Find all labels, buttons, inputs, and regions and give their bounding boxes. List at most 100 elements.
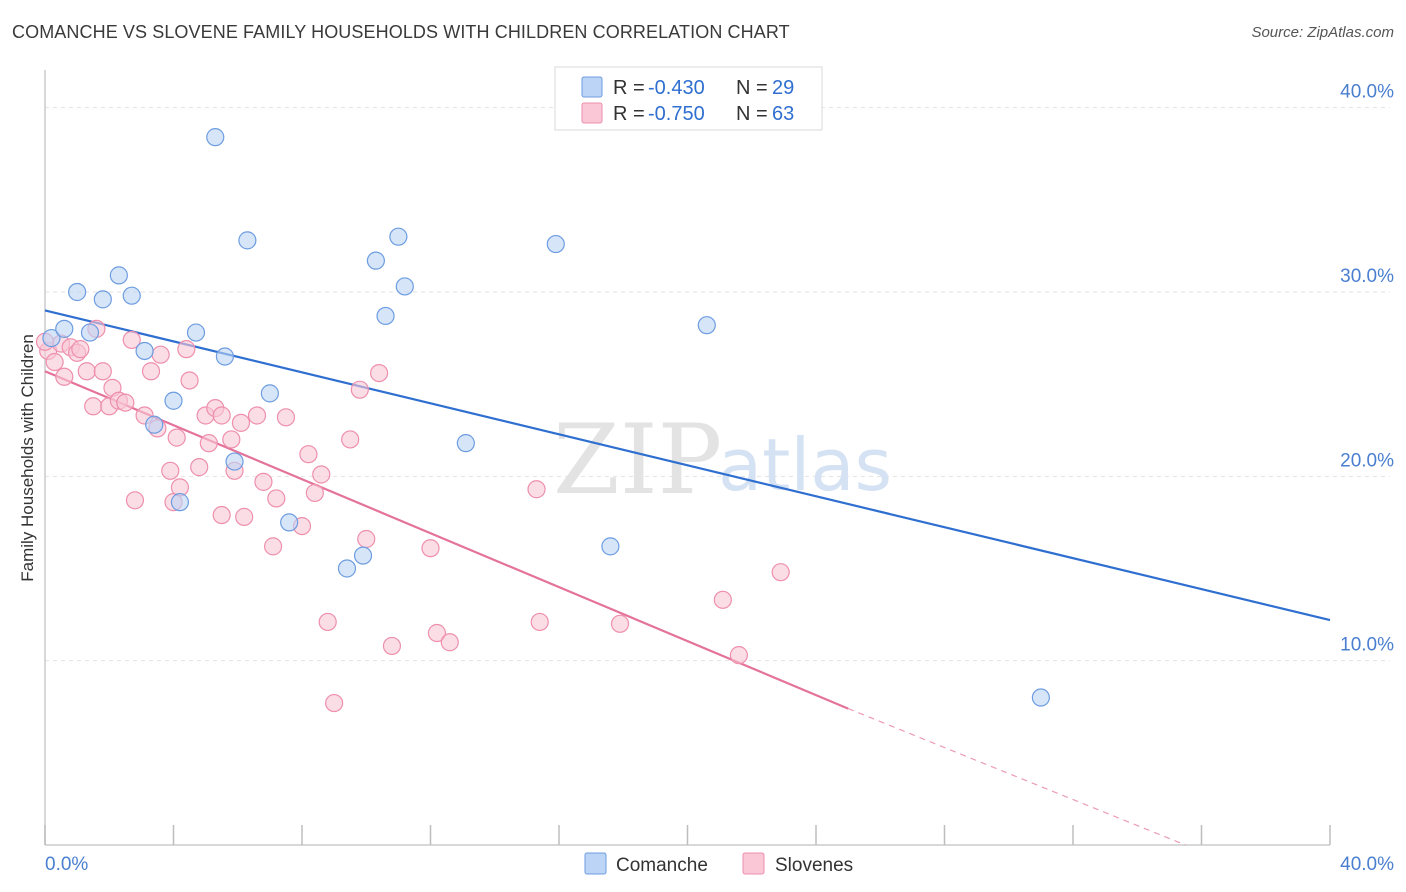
point-comanche-7: [135, 341, 154, 361]
point-slovenes-52: [382, 636, 402, 656]
point-comanche-13: [145, 415, 164, 434]
point-comanche-27: [697, 316, 716, 335]
point-comanche-25: [546, 234, 565, 254]
source-credit: Source: ZipAtlas.com: [1251, 24, 1394, 41]
x-tick-label-max: 40.0%: [1340, 854, 1394, 875]
point-slovenes-31: [212, 406, 231, 425]
point-slovenes-27: [190, 458, 209, 477]
grid-lines: [45, 107, 1390, 662]
point-comanche-20: [366, 251, 385, 270]
bottom-legend-swatch-slovenes: [742, 852, 765, 875]
y-tick-label-30: 30.0%: [1340, 266, 1394, 287]
legend-r-value-slovenes: -0.750: [648, 103, 705, 125]
point-slovenes-44: [305, 483, 324, 503]
point-comanche-8: [186, 323, 206, 342]
series-legend: Comanche Slovenes: [584, 852, 853, 876]
point-slovenes-7: [77, 362, 96, 381]
trend-lines: [44, 309, 1331, 846]
point-comanche-19: [353, 546, 373, 565]
point-comanche-23: [376, 306, 395, 326]
point-slovenes-1: [45, 352, 64, 372]
point-slovenes-49: [350, 380, 369, 399]
point-slovenes-43: [299, 445, 318, 464]
stats-legend: R = -0.430 N = 29 R = -0.750 N = 63: [554, 66, 823, 131]
point-slovenes-40: [267, 489, 286, 508]
point-slovenes-18: [141, 362, 161, 381]
bottom-legend-swatch-comanche: [584, 852, 607, 875]
point-comanche-28: [1031, 688, 1050, 707]
point-slovenes-47: [325, 693, 344, 713]
y-tick-label-20: 20.0%: [1340, 450, 1394, 471]
legend-n-label-comanche: N =: [736, 77, 768, 99]
point-comanche-14: [260, 384, 279, 403]
y-tick-labels: 10.0% 20.0% 30.0% 40.0%: [1340, 82, 1394, 656]
point-comanche-4: [122, 286, 141, 305]
point-slovenes-58: [610, 614, 630, 633]
point-comanche-17: [280, 513, 299, 532]
point-slovenes-48: [341, 430, 360, 449]
point-comanche-11: [164, 391, 183, 410]
point-comanche-2: [93, 290, 112, 309]
point-slovenes-56: [527, 480, 546, 499]
point-comanche-9: [206, 128, 225, 147]
legend-swatch-comanche: [581, 76, 603, 98]
watermark-zip: ZIP: [553, 404, 722, 516]
point-slovenes-39: [263, 537, 283, 556]
point-comanche-10: [238, 231, 257, 250]
point-slovenes-3: [55, 367, 74, 386]
trend-line-comanche: [44, 309, 1331, 622]
point-slovenes-61: [771, 563, 790, 582]
point-slovenes-37: [247, 406, 267, 425]
point-slovenes-32: [212, 505, 231, 525]
point-comanche-15: [225, 452, 244, 471]
point-comanche-24: [456, 434, 475, 453]
legend-r-label-slovenes: R =: [613, 103, 645, 125]
point-slovenes-38: [254, 472, 273, 491]
point-comanche-26: [601, 537, 620, 556]
point-comanche-3: [109, 266, 128, 285]
point-comanche-21: [389, 227, 408, 246]
point-slovenes-26: [180, 371, 199, 390]
point-slovenes-33: [222, 430, 241, 449]
point-slovenes-35: [231, 413, 251, 432]
x-ticks: [44, 825, 1331, 845]
trend-line-extension-slovenes: [847, 708, 1186, 846]
legend-r-value-comanche: -0.430: [648, 77, 705, 99]
point-slovenes-41: [276, 408, 296, 427]
point-slovenes-51: [370, 363, 389, 383]
point-slovenes-6: [71, 340, 90, 359]
point-slovenes-59: [713, 590, 732, 609]
point-slovenes-25: [177, 340, 196, 359]
point-comanche-1: [68, 282, 87, 302]
x-tick-label-min: 0.0%: [45, 854, 88, 875]
bottom-legend-label-comanche: Comanche: [616, 855, 708, 876]
point-slovenes-14: [116, 393, 135, 412]
point-comanche-0: [42, 328, 61, 348]
point-slovenes-29: [199, 434, 218, 453]
legend-swatch-slovenes: [581, 102, 603, 124]
y-tick-label-40: 40.0%: [1340, 82, 1394, 103]
point-slovenes-45: [312, 465, 331, 484]
point-slovenes-46: [318, 612, 337, 632]
point-comanche-5: [55, 319, 74, 338]
point-comanche-18: [337, 559, 357, 578]
trend-line-slovenes: [44, 370, 849, 710]
chart-title: COMANCHE VS SLOVENE FAMILY HOUSEHOLDS WI…: [12, 22, 790, 42]
data-points: [35, 128, 1050, 713]
y-tick-label-10: 10.0%: [1340, 635, 1394, 656]
point-slovenes-10: [93, 362, 112, 381]
point-slovenes-55: [440, 633, 459, 652]
point-comanche-22: [395, 277, 414, 296]
point-slovenes-57: [530, 612, 549, 632]
bottom-legend-label-slovenes: Slovenes: [775, 855, 853, 876]
point-slovenes-60: [729, 646, 749, 665]
point-comanche-6: [80, 323, 100, 342]
legend-r-label-comanche: R =: [613, 77, 645, 99]
legend-n-value-slovenes: 63: [772, 103, 794, 125]
point-slovenes-20: [151, 345, 170, 364]
point-slovenes-16: [125, 491, 145, 510]
point-slovenes-21: [161, 461, 180, 480]
legend-n-label-slovenes: N =: [736, 103, 768, 125]
y-axis-label: Family Households with Children: [18, 334, 37, 582]
